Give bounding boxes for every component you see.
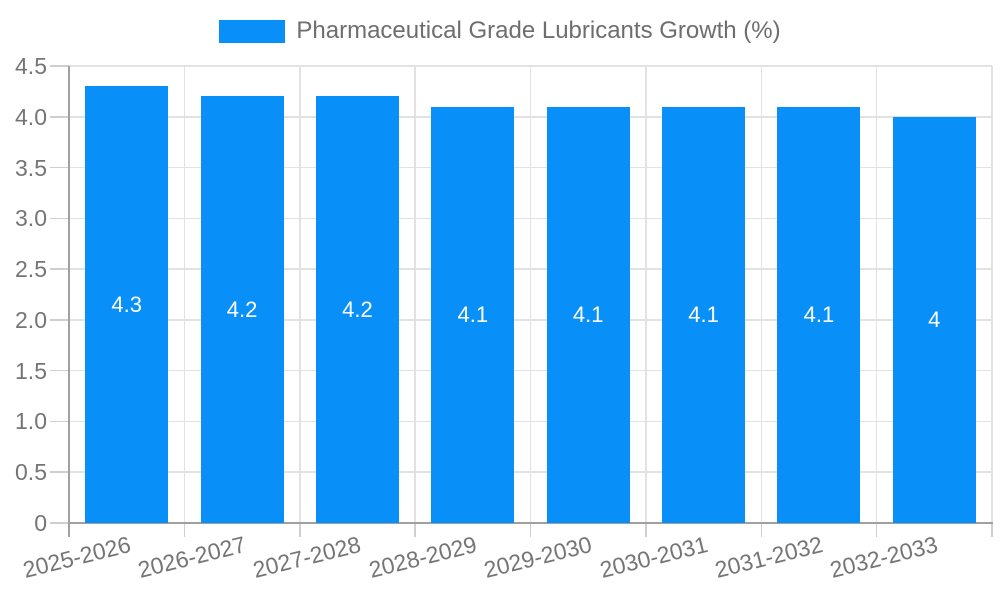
y-tick [50, 217, 69, 220]
x-axis-label: 2031-2032 [712, 531, 826, 583]
y-tick [50, 522, 69, 524]
y-tick [50, 369, 69, 372]
bar: 4.1 [546, 106, 630, 523]
x-tick [183, 523, 186, 537]
x-axis-label: 2027-2028 [250, 531, 364, 583]
y-axis-line [68, 66, 70, 537]
bar: 4.2 [315, 96, 399, 523]
legend-swatch [219, 19, 286, 43]
y-tick [50, 420, 69, 423]
x-axis-label: 2032-2033 [827, 531, 941, 583]
legend-label: Pharmaceutical Grade Lubricants Growth (… [296, 17, 781, 44]
y-tick [50, 471, 69, 473]
x-gridline [991, 66, 993, 523]
y-axis-label: 0 [34, 510, 47, 536]
bar: 4 [892, 116, 976, 523]
x-gridline [645, 66, 647, 523]
bar-value-label: 4.1 [688, 301, 719, 327]
y-axis-label: 4.5 [15, 53, 47, 79]
x-axis-label: 2030-2031 [596, 531, 710, 583]
y-axis-label: 1.5 [15, 357, 47, 384]
x-axis-label: 2029-2030 [481, 531, 595, 583]
y-tick [50, 268, 69, 270]
x-tick [529, 523, 532, 537]
bar-value-label: 4 [928, 306, 941, 332]
x-axis-line [68, 522, 993, 524]
bar: 4.1 [662, 106, 746, 523]
bar: 4.2 [200, 96, 284, 523]
x-gridline [529, 66, 532, 523]
y-tick [50, 116, 69, 118]
bar: 4.1 [777, 106, 861, 523]
y-axis-label: 2.0 [15, 306, 47, 333]
y-axis-label: 3.5 [15, 154, 47, 181]
y-axis-label: 4.0 [15, 103, 47, 130]
x-gridline [299, 66, 301, 523]
bar-value-label: 4.2 [342, 296, 373, 322]
x-gridline [760, 66, 762, 523]
x-tick [645, 523, 647, 537]
bar: 4.1 [431, 106, 515, 523]
bar-value-label: 4.1 [803, 301, 835, 327]
y-tick [50, 166, 69, 169]
legend: Pharmaceutical Grade Lubricants Growth (… [0, 17, 1000, 45]
x-tick [760, 523, 762, 537]
x-tick [991, 523, 993, 537]
x-axis-label: 2026-2027 [135, 531, 249, 583]
x-tick [299, 523, 301, 537]
bar-value-label: 4.1 [572, 301, 604, 327]
y-tick [50, 319, 69, 321]
x-gridline [183, 66, 186, 523]
bar-value-label: 4.2 [226, 296, 258, 322]
x-tick [875, 523, 878, 537]
x-tick [414, 523, 416, 537]
y-tick [50, 65, 69, 67]
y-axis-label: 1.0 [15, 408, 47, 435]
x-gridline [875, 66, 878, 523]
bar-value-label: 4.3 [111, 291, 142, 317]
y-axis-label: 0.5 [15, 459, 47, 486]
y-axis-label: 3.0 [15, 205, 47, 232]
bar: 4.3 [85, 86, 169, 523]
x-axis-label: 2028-2029 [366, 531, 480, 583]
bar-value-label: 4.1 [457, 301, 489, 327]
y-axis-label: 2.5 [15, 256, 47, 283]
x-gridline [414, 66, 416, 523]
x-axis-label: 2025-2026 [19, 531, 133, 583]
